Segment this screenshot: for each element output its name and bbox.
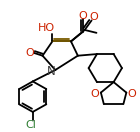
Text: HO: HO xyxy=(38,23,55,33)
Text: O: O xyxy=(128,89,137,100)
Text: Cl: Cl xyxy=(25,120,36,130)
Text: O: O xyxy=(25,48,34,58)
Text: N: N xyxy=(47,65,56,78)
Text: O: O xyxy=(78,11,87,21)
Text: O: O xyxy=(91,89,99,100)
Text: O: O xyxy=(89,12,98,22)
